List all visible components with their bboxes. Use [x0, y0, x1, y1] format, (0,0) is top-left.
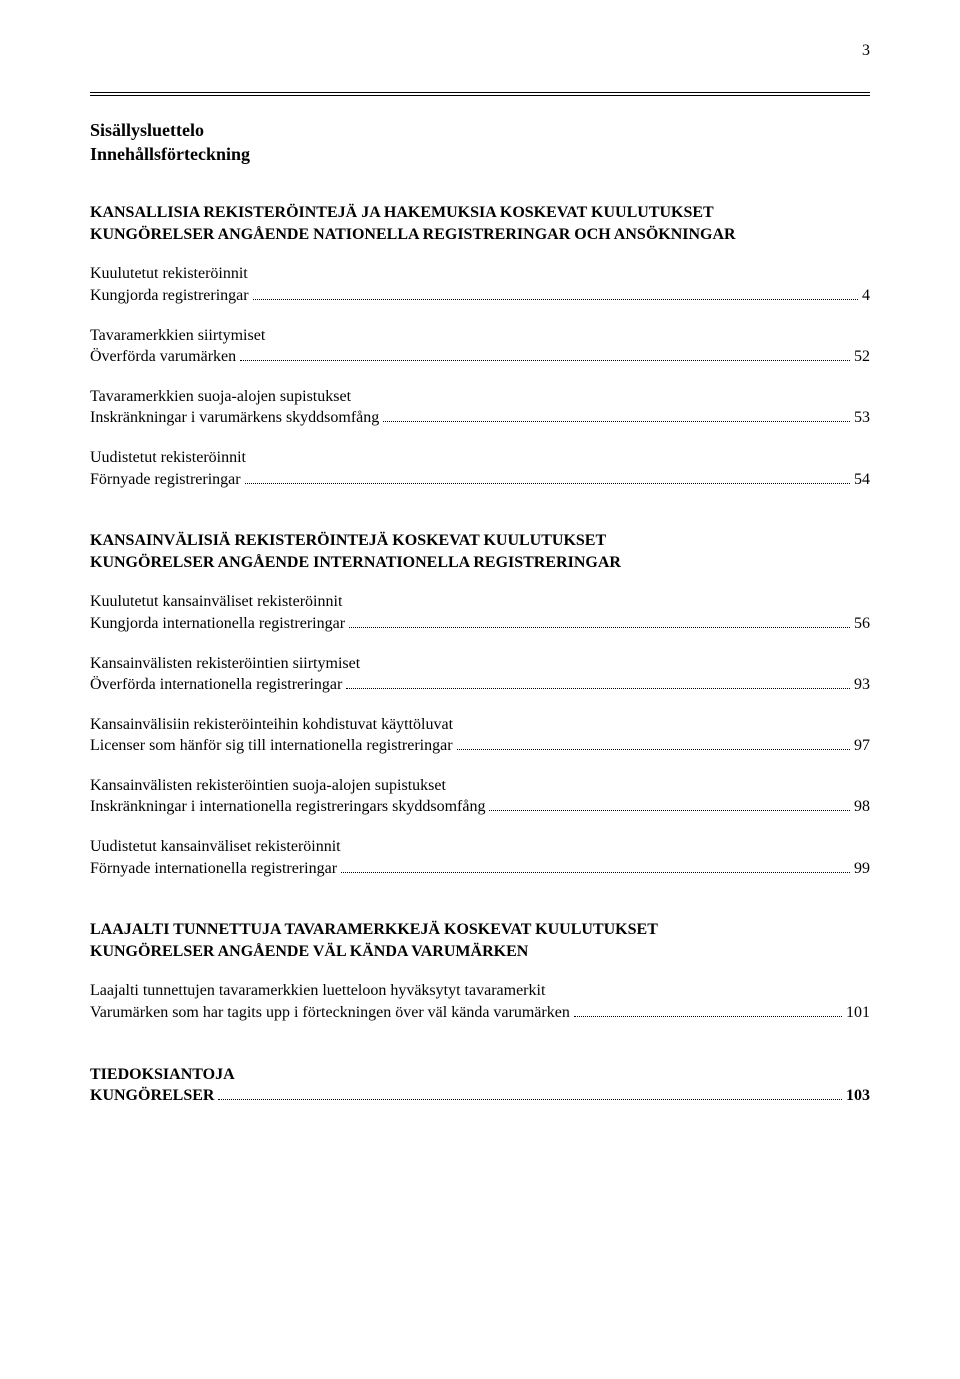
toc-entry-fi: Kuulutetut rekisteröinnit [90, 263, 870, 285]
tiedoksiantoja-sv: KUNGÖRELSER [90, 1085, 214, 1107]
toc-entry-fi: Uudistetut rekisteröinnit [90, 447, 870, 469]
toc-entry-sv-line: Inskränkningar i varumärkens skyddsomfån… [90, 407, 870, 429]
dot-leader [383, 410, 850, 422]
toc-entry: Laajalti tunnettujen tavaramerkkien luet… [90, 980, 870, 1023]
toc-entry-fi: Tavaramerkkien siirtymiset [90, 325, 870, 347]
toc-entry-page: 97 [854, 735, 870, 757]
toc-entry-sv: Överförda internationella registreringar [90, 674, 342, 696]
toc-entry-page: 53 [854, 407, 870, 429]
toc-entry: Kansainvälisten rekisteröintien siirtymi… [90, 653, 870, 696]
toc-entry-fi: Uudistetut kansainväliset rekisteröinnit [90, 836, 870, 858]
toc-entry-sv-line: Förnyade internationella registreringar … [90, 858, 870, 880]
toc-entry-page: 99 [854, 858, 870, 880]
toc-entry-fi: Laajalti tunnettujen tavaramerkkien luet… [90, 980, 870, 1002]
section-heading: KANSAINVÄLISIÄ REKISTERÖINTEJÄ KOSKEVAT … [90, 530, 870, 573]
toc-entry: Tavaramerkkien siirtymiset Överförda var… [90, 325, 870, 368]
section-heading-fi: KANSALLISIA REKISTERÖINTEJÄ JA HAKEMUKSI… [90, 202, 870, 224]
toc-entry-page: 52 [854, 346, 870, 368]
toc-title: Sisällysluettelo Innehållsförteckning [90, 118, 870, 167]
toc-entry-page: 101 [846, 1002, 870, 1024]
toc-entry: Kuulutetut rekisteröinnit Kungjorda regi… [90, 263, 870, 306]
toc-entry-sv-line: Överförda internationella registreringar… [90, 674, 870, 696]
toc-entry-sv-line: Kungjorda registreringar 4 [90, 285, 870, 307]
toc-entry-fi: Kansainvälisten rekisteröintien siirtymi… [90, 653, 870, 675]
divider-top [90, 92, 870, 93]
toc-entry: Kuulutetut kansainväliset rekisteröinnit… [90, 591, 870, 634]
dot-leader [341, 861, 850, 873]
toc-entry-sv: Kungjorda internationella registreringar [90, 613, 345, 635]
toc-entry-sv: Inskränkningar i internationella registr… [90, 796, 485, 818]
dot-leader [349, 616, 850, 628]
dot-leader [240, 349, 850, 361]
section-heading: KANSALLISIA REKISTERÖINTEJÄ JA HAKEMUKSI… [90, 202, 870, 245]
toc-entry-sv-line: Licenser som hänför sig till internation… [90, 735, 870, 757]
dot-leader [457, 738, 850, 750]
toc-entry: Kansainvälisiin rekisteröinteihin kohdis… [90, 714, 870, 757]
toc-entry: Kansainvälisten rekisteröintien suoja-al… [90, 775, 870, 818]
toc-entry-sv: Varumärken som har tagits upp i förteckn… [90, 1002, 570, 1024]
divider-bottom [90, 95, 870, 96]
toc-entry-sv-line: Kungjorda internationella registreringar… [90, 613, 870, 635]
toc-entry-sv-line: Förnyade registreringar 54 [90, 469, 870, 491]
dot-leader [346, 677, 850, 689]
tiedoksiantoja-line: KUNGÖRELSER 103 [90, 1085, 870, 1107]
dot-leader [489, 799, 850, 811]
toc-entry-page: 4 [862, 285, 870, 307]
toc-entry-page: 54 [854, 469, 870, 491]
section-heading-sv: KUNGÖRELSER ANGÅENDE NATIONELLA REGISTRE… [90, 224, 870, 246]
section-heading: LAAJALTI TUNNETTUJA TAVARAMERKKEJÄ KOSKE… [90, 919, 870, 962]
toc-entry-sv-line: Inskränkningar i internationella registr… [90, 796, 870, 818]
page-number: 3 [90, 40, 870, 62]
section-heading-tiedoksiantoja: TIEDOKSIANTOJA KUNGÖRELSER 103 [90, 1064, 870, 1107]
dot-leader [574, 1005, 842, 1017]
section-heading-fi: KANSAINVÄLISIÄ REKISTERÖINTEJÄ KOSKEVAT … [90, 530, 870, 552]
section-heading-sv: KUNGÖRELSER ANGÅENDE INTERNATIONELLA REG… [90, 552, 870, 574]
toc-title-sv: Innehållsförteckning [90, 142, 870, 166]
toc-entry-sv: Förnyade internationella registreringar [90, 858, 337, 880]
toc-entry-sv: Inskränkningar i varumärkens skyddsomfån… [90, 407, 379, 429]
dot-leader [253, 288, 858, 300]
toc-entry-sv: Förnyade registreringar [90, 469, 241, 491]
toc-entry: Uudistetut rekisteröinnit Förnyade regis… [90, 447, 870, 490]
toc-entry-sv-line: Överförda varumärken 52 [90, 346, 870, 368]
toc-entry-page: 98 [854, 796, 870, 818]
toc-entry-sv-line: Varumärken som har tagits upp i förteckn… [90, 1002, 870, 1024]
toc-entry-sv: Kungjorda registreringar [90, 285, 249, 307]
dot-leader [245, 472, 850, 484]
toc-entry-fi: Kuulutetut kansainväliset rekisteröinnit [90, 591, 870, 613]
toc-entry-page: 93 [854, 674, 870, 696]
dot-leader [218, 1088, 842, 1100]
toc-entry-page: 56 [854, 613, 870, 635]
toc-entry-sv: Överförda varumärken [90, 346, 236, 368]
section-heading-sv: KUNGÖRELSER ANGÅENDE VÄL KÄNDA VARUMÄRKE… [90, 941, 870, 963]
toc-entry-fi: Kansainvälisten rekisteröintien suoja-al… [90, 775, 870, 797]
toc-entry-fi: Tavaramerkkien suoja-alojen supistukset [90, 386, 870, 408]
toc-entry: Tavaramerkkien suoja-alojen supistukset … [90, 386, 870, 429]
section-heading-fi: LAAJALTI TUNNETTUJA TAVARAMERKKEJÄ KOSKE… [90, 919, 870, 941]
toc-title-fi: Sisällysluettelo [90, 118, 870, 142]
tiedoksiantoja-fi: TIEDOKSIANTOJA [90, 1064, 870, 1086]
toc-entry-fi: Kansainvälisiin rekisteröinteihin kohdis… [90, 714, 870, 736]
toc-entry: Uudistetut kansainväliset rekisteröinnit… [90, 836, 870, 879]
toc-entry-sv: Licenser som hänför sig till internation… [90, 735, 453, 757]
tiedoksiantoja-page: 103 [846, 1085, 870, 1107]
